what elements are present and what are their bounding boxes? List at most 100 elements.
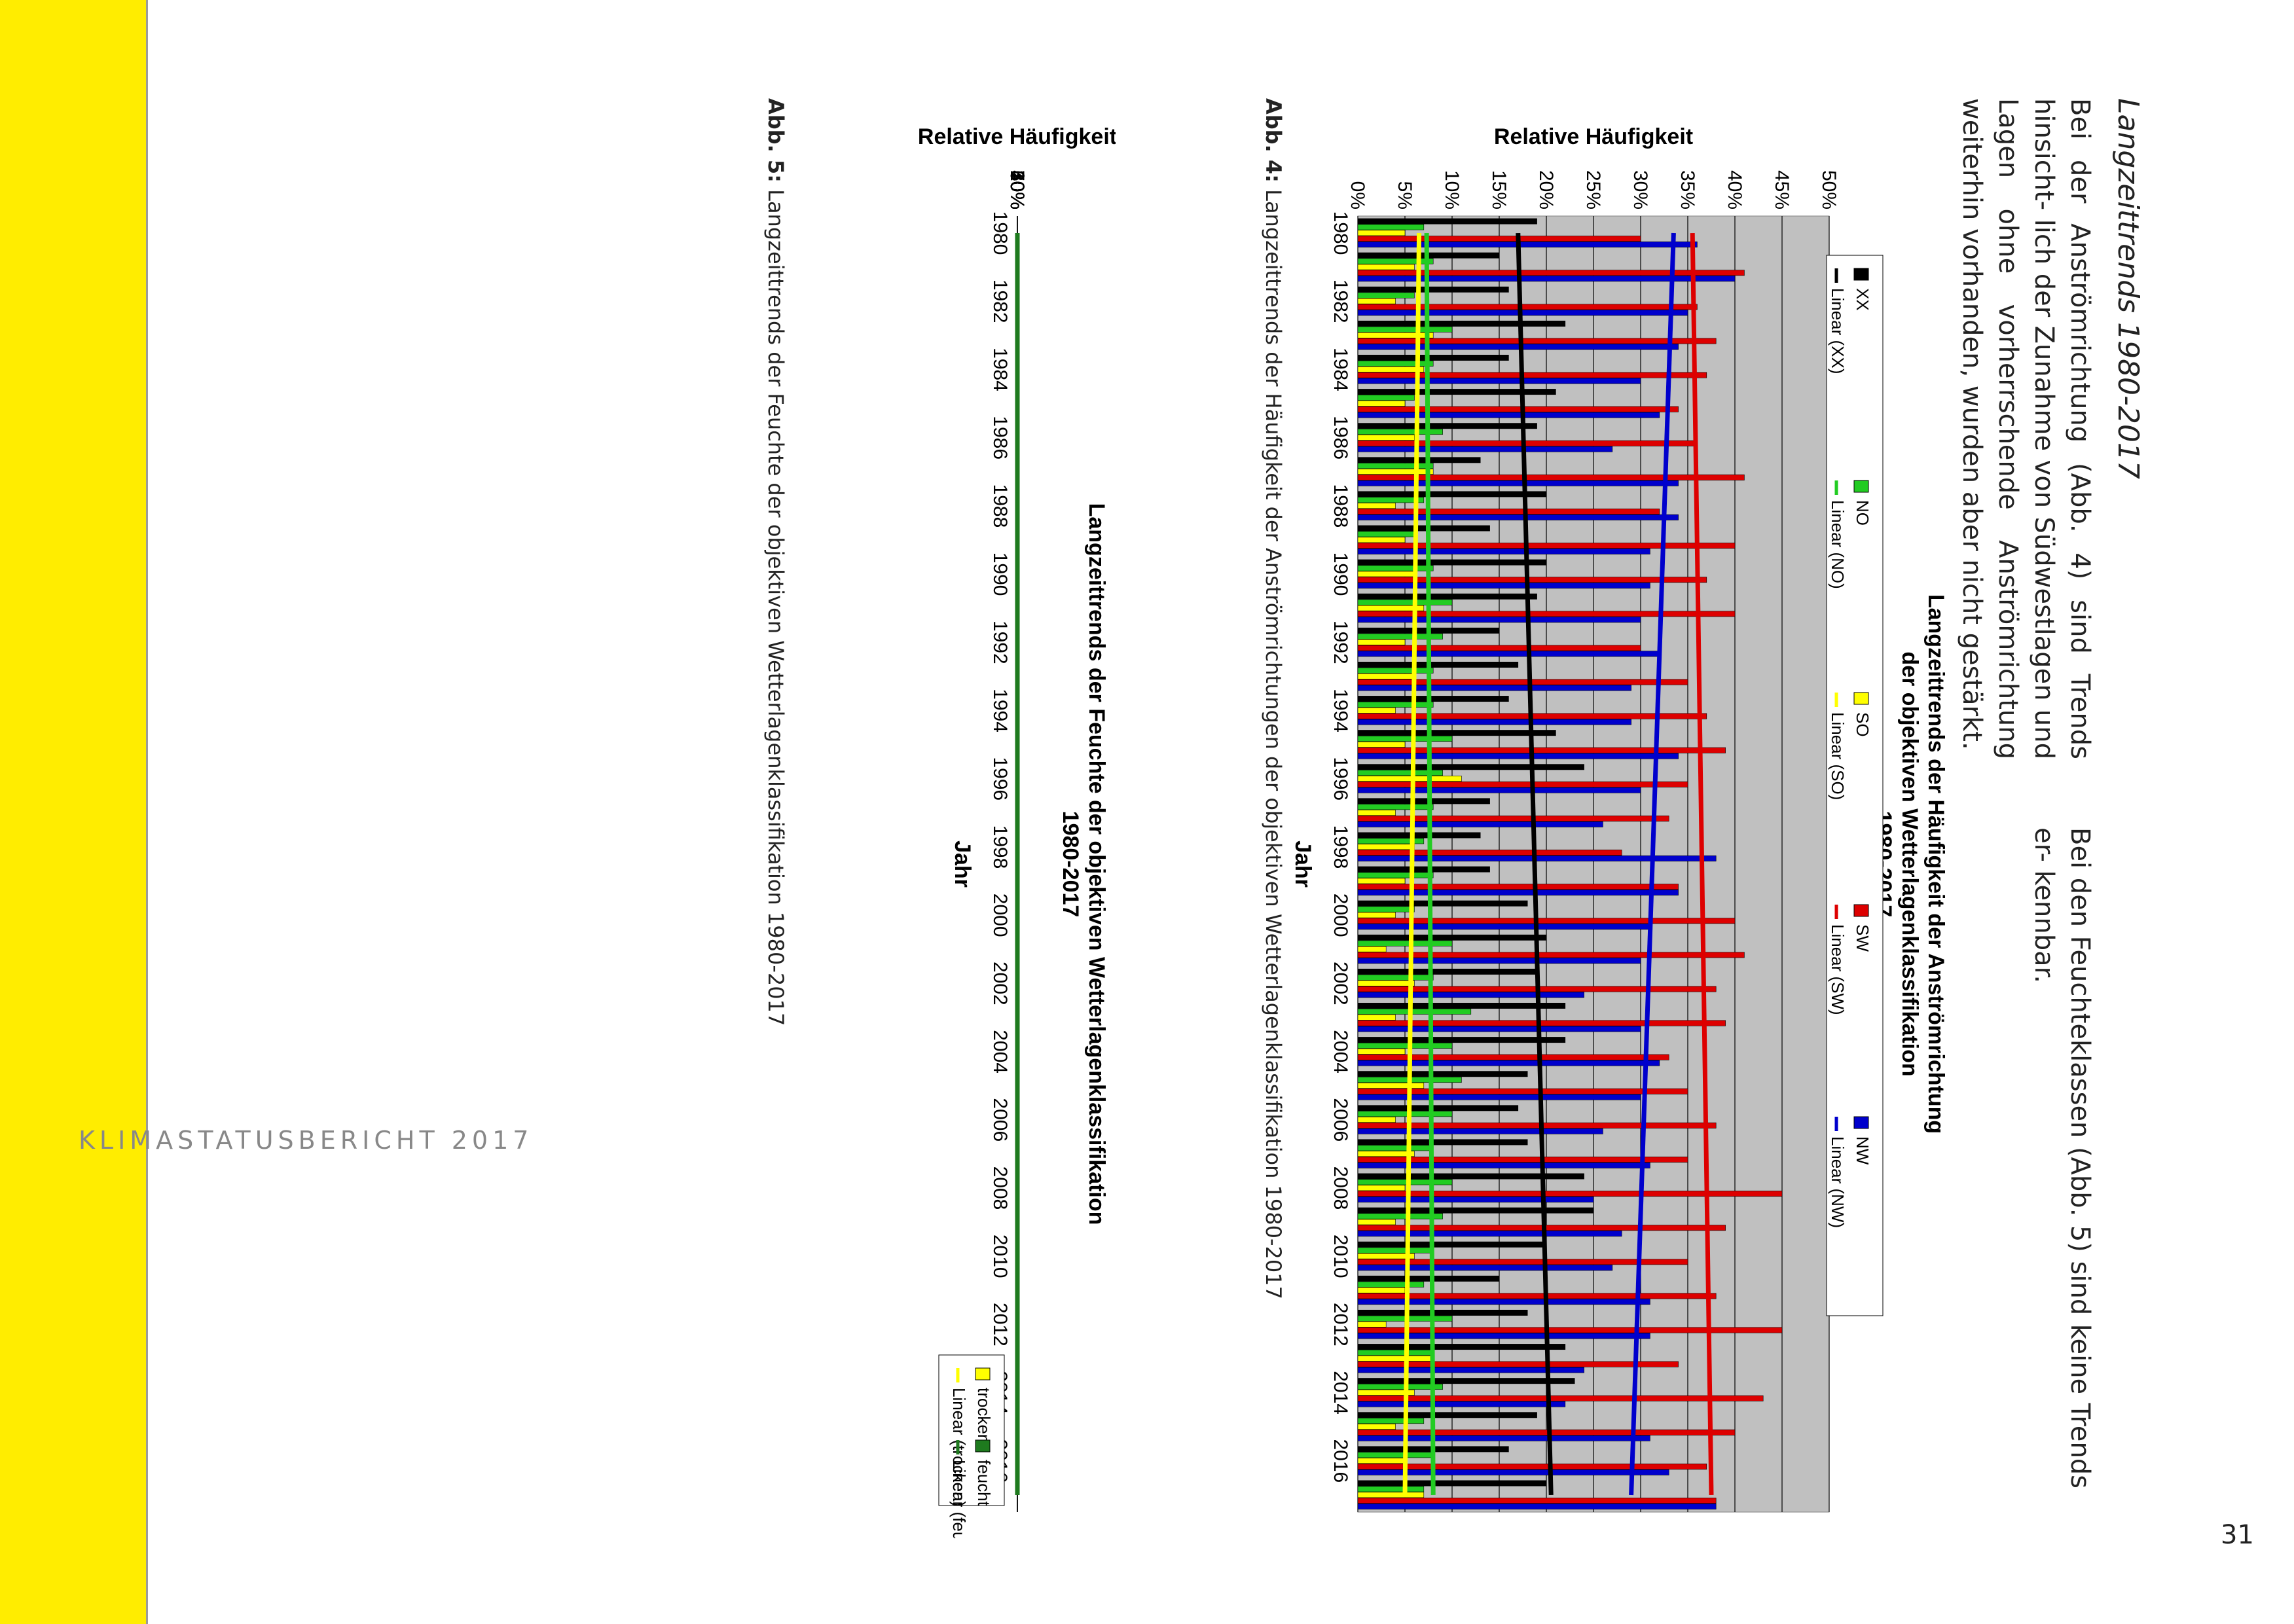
bar xyxy=(1357,543,1736,549)
y-tick-label: 30% xyxy=(1006,170,1028,209)
bar xyxy=(1357,1253,1415,1259)
bar xyxy=(1357,1060,1660,1066)
bar xyxy=(1357,1275,1500,1282)
y-tick-label: 10% xyxy=(1441,170,1463,209)
bar xyxy=(1357,1213,1443,1219)
bar xyxy=(1357,1071,1528,1077)
bar xyxy=(1357,952,1745,958)
bar xyxy=(1357,1389,1415,1396)
x-tick-label: 2000 xyxy=(1330,893,1351,937)
bar xyxy=(1357,645,1641,651)
bar xyxy=(1357,1225,1726,1231)
bar xyxy=(1357,1231,1622,1237)
bar xyxy=(1357,1321,1387,1327)
bar xyxy=(1357,236,1641,242)
bar xyxy=(1357,617,1641,623)
bar xyxy=(1357,525,1490,532)
bar xyxy=(1357,1327,1783,1333)
x-tick-label: 2004 xyxy=(989,1030,1011,1074)
left-line: wurden aber nicht gestärkt. xyxy=(1957,385,1987,750)
bar xyxy=(1357,764,1584,770)
x-tick-label: 1986 xyxy=(989,416,1011,460)
y-tick-label: 50% xyxy=(1818,170,1840,209)
bar xyxy=(1357,878,1406,884)
bar xyxy=(1357,1139,1528,1146)
legend-label: Linear (NW) xyxy=(1828,1136,1848,1228)
legend-label: Linear (SO) xyxy=(1828,712,1848,800)
bar xyxy=(1357,1008,1472,1015)
x-tick-label: 1998 xyxy=(989,825,1011,869)
bar xyxy=(1357,707,1396,713)
bar xyxy=(1357,310,1688,316)
y-tick-label: 0% xyxy=(1347,181,1368,209)
bar xyxy=(1357,286,1509,293)
bar xyxy=(1357,934,1547,941)
legend-label: Linear (feucht ) xyxy=(949,1460,969,1538)
y-tick-label: 60% xyxy=(1006,170,1028,209)
y-tick-label: 35% xyxy=(1677,170,1698,209)
bar xyxy=(1357,940,1453,947)
bar xyxy=(1357,1344,1566,1350)
bar xyxy=(1357,1048,1406,1055)
bar xyxy=(1357,1492,1425,1498)
figure-caption-4: Abb. 4: Langzeittrends der Häufigkeit de… xyxy=(1261,98,1286,1299)
bar xyxy=(1357,242,1698,247)
bar xyxy=(1357,270,1745,276)
y-axis-label: Relative Häufigkeit xyxy=(918,124,1116,149)
left-paragraph: Bei der Anströmrichtung (Abb. 4) sind Tr… xyxy=(1954,98,2098,759)
right-paragraph: Bei den Feuchteklassen (Abb. 5) sind kei… xyxy=(2026,827,2098,1489)
bar xyxy=(1357,1299,1650,1305)
bar xyxy=(1357,514,1679,520)
legend-swatch xyxy=(1853,904,1869,917)
bar xyxy=(1357,497,1425,503)
bar xyxy=(1357,605,1425,611)
bar xyxy=(1357,810,1396,816)
x-tick-label: 1998 xyxy=(1330,825,1351,869)
y-tick-label: 10% xyxy=(1006,170,1028,209)
humidity-chart: Langzeittrends der Feuchte der objektive… xyxy=(458,98,1117,1574)
bar xyxy=(1357,1309,1528,1316)
legend-swatch xyxy=(975,1367,991,1380)
bar xyxy=(1357,394,1415,401)
legend-label: feucht xyxy=(974,1460,994,1507)
x-tick-label: 2002 xyxy=(989,962,1011,1005)
bar xyxy=(1357,753,1679,759)
bar xyxy=(1357,719,1631,725)
bar xyxy=(1357,463,1434,469)
bar xyxy=(1357,434,1415,441)
bar xyxy=(1357,509,1660,514)
bar xyxy=(1357,338,1717,344)
bar xyxy=(1357,639,1406,645)
bar xyxy=(1357,798,1490,804)
bar xyxy=(1357,844,1415,850)
bar xyxy=(1357,633,1443,640)
bar xyxy=(1357,446,1613,452)
trend-line xyxy=(1424,233,1436,1495)
bar xyxy=(1357,1191,1783,1197)
y-tick-label: 40% xyxy=(1724,170,1745,209)
bar xyxy=(1357,1162,1650,1168)
humidity-chart-svg: Langzeittrends der Feuchte der objektive… xyxy=(918,124,1117,1574)
bar xyxy=(1357,685,1631,691)
bar xyxy=(1357,1349,1434,1356)
bar xyxy=(1357,1469,1669,1475)
bar xyxy=(1357,429,1443,435)
bar xyxy=(1357,1287,1406,1293)
bar xyxy=(1357,770,1443,776)
bar xyxy=(1357,1498,1717,1504)
bar xyxy=(1357,679,1688,685)
bar xyxy=(1357,1395,1764,1401)
bar xyxy=(1357,673,1415,679)
bar xyxy=(1357,974,1434,981)
legend-label: SW xyxy=(1853,924,1872,952)
legend-label: Linear (XX) xyxy=(1828,288,1848,374)
bar xyxy=(1357,651,1660,657)
bar xyxy=(1357,1026,1641,1032)
bar xyxy=(1357,355,1509,361)
legend-box xyxy=(1826,255,1884,1316)
bar xyxy=(1357,593,1537,600)
y-tick-label: 50% xyxy=(1006,170,1028,209)
bar xyxy=(1357,900,1528,907)
bar xyxy=(1357,298,1396,304)
wind-direction-chart-svg: Langzeittrends der Häufigkeit der Anströ… xyxy=(1290,124,1948,1513)
